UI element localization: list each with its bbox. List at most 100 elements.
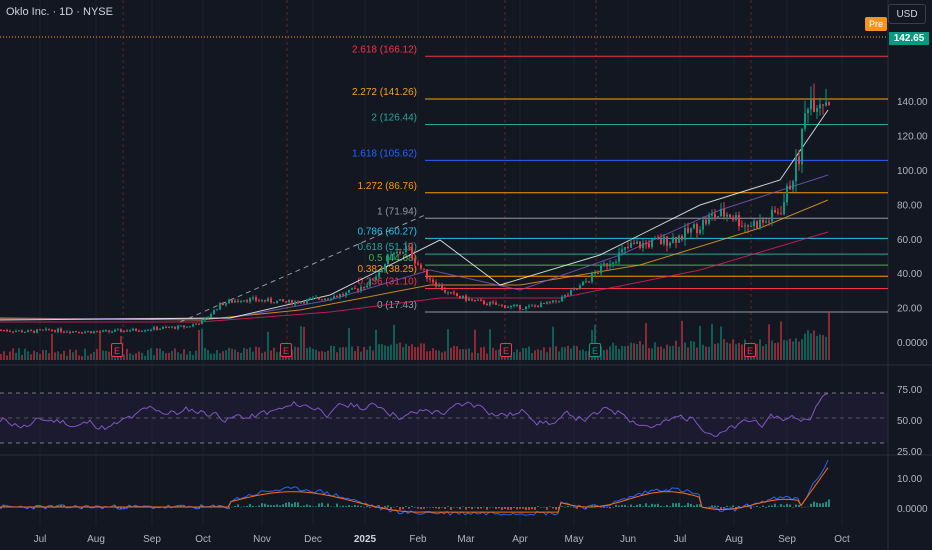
- volume-bar: [360, 351, 362, 360]
- volume-bar: [414, 347, 416, 360]
- volume-bar: [693, 341, 695, 360]
- volume-bar: [192, 354, 194, 360]
- earnings-marker[interactable]: E: [500, 343, 512, 357]
- candle-body: [327, 298, 329, 300]
- earnings-marker[interactable]: E: [744, 343, 756, 357]
- macd-histogram-bar: [612, 506, 614, 508]
- volume-bar: [105, 351, 107, 360]
- macd-histogram-bar: [570, 506, 572, 508]
- volume-bar: [372, 350, 374, 360]
- candle-body: [75, 331, 77, 333]
- candle-body: [360, 286, 362, 291]
- volume-bar: [36, 352, 38, 360]
- candle-body: [597, 272, 599, 274]
- volume-bar: [75, 349, 77, 360]
- candle-body: [459, 296, 461, 298]
- macd-histogram-bar: [354, 504, 356, 507]
- macd-histogram-bar: [135, 505, 137, 507]
- volume-bar: [672, 345, 674, 360]
- candle-body: [207, 317, 209, 319]
- candle-body: [825, 102, 827, 106]
- time-axis-label: May: [565, 534, 584, 545]
- macd-histogram-bar: [573, 507, 575, 508]
- candle-body: [264, 300, 266, 302]
- volume-bar: [600, 346, 602, 360]
- candle-body: [603, 263, 605, 265]
- candle-body: [585, 281, 587, 283]
- volume-bar: [144, 355, 146, 360]
- macd-histogram-bar: [267, 504, 269, 507]
- candle-body: [453, 292, 455, 294]
- volume-bar: [87, 355, 89, 360]
- macd-histogram-bar: [510, 507, 512, 510]
- volume-bar: [798, 341, 800, 360]
- macd-histogram-bar: [288, 502, 290, 507]
- macd-histogram-bar: [315, 506, 317, 507]
- price-axis-label: 0.0000: [897, 338, 928, 349]
- candle-body: [771, 209, 773, 222]
- volume-bar: [765, 344, 767, 360]
- candle-body: [750, 226, 752, 228]
- macd-histogram-bar: [357, 505, 359, 507]
- symbol-title[interactable]: Oklo Inc. · 1D · NYSE: [6, 6, 113, 18]
- volume-bar: [816, 335, 818, 360]
- rsi-axis-label: 50.00: [897, 416, 922, 427]
- rsi-line: [0, 393, 829, 437]
- volume-bar: [297, 347, 299, 360]
- volume-bar: [129, 353, 131, 360]
- macd-histogram-bar: [330, 506, 332, 507]
- volume-bar: [387, 346, 389, 360]
- volume-bar: [345, 347, 347, 360]
- candle-body: [57, 328, 59, 332]
- volume-bar: [351, 346, 353, 360]
- volume-bar: [276, 352, 278, 360]
- macd-histogram-bar: [648, 505, 650, 507]
- macd-histogram-bar: [789, 504, 791, 507]
- signal-line: [0, 467, 829, 513]
- price-axis-label: 60.00: [897, 235, 922, 246]
- volume-bar: [648, 348, 650, 360]
- price-axis-label: 140.00: [897, 97, 928, 108]
- macd-histogram-bar: [654, 504, 656, 507]
- volume-bar: [483, 346, 485, 360]
- fib-level-label: 1.618 (105.62): [352, 148, 417, 159]
- volume-bar: [84, 348, 86, 360]
- volume-bar: [702, 344, 704, 360]
- volume-bar: [33, 350, 35, 360]
- rsi-axis-label: 75.00: [897, 385, 922, 396]
- candle-body: [384, 264, 386, 271]
- time-axis-label: Oct: [195, 534, 211, 545]
- macd-histogram-bar: [552, 507, 554, 509]
- macd-histogram-bar: [39, 505, 41, 507]
- earnings-marker[interactable]: E: [589, 343, 601, 357]
- macd-histogram-bar: [825, 501, 827, 507]
- macd-histogram-bar: [810, 503, 812, 507]
- volume-bar: [663, 348, 665, 360]
- earnings-marker[interactable]: E: [111, 343, 123, 357]
- volume-bar: [582, 349, 584, 360]
- macd-histogram-bar: [360, 506, 362, 507]
- volume-bar: [9, 351, 11, 360]
- candle-body: [807, 109, 809, 114]
- volume-bar: [447, 329, 449, 360]
- volume-bar: [147, 350, 149, 360]
- macd-histogram-bar: [645, 503, 647, 507]
- macd-histogram-bar: [513, 507, 515, 509]
- volume-bar: [531, 352, 533, 360]
- volume-bar: [39, 353, 41, 360]
- volume-bar: [375, 329, 377, 360]
- volume-bar: [249, 347, 251, 360]
- earnings-marker[interactable]: E: [280, 343, 292, 357]
- candle-body: [273, 302, 275, 304]
- macd-histogram-bar: [252, 505, 254, 507]
- volume-bar: [219, 353, 221, 360]
- volume-bar: [228, 347, 230, 360]
- volume-bar: [177, 352, 179, 360]
- currency-button[interactable]: USD: [888, 4, 926, 24]
- macd-histogram-bar: [291, 503, 293, 507]
- macd-histogram-bar: [564, 506, 566, 508]
- volume-bar: [618, 349, 620, 360]
- volume-bar: [198, 330, 200, 360]
- candle-body: [267, 298, 269, 302]
